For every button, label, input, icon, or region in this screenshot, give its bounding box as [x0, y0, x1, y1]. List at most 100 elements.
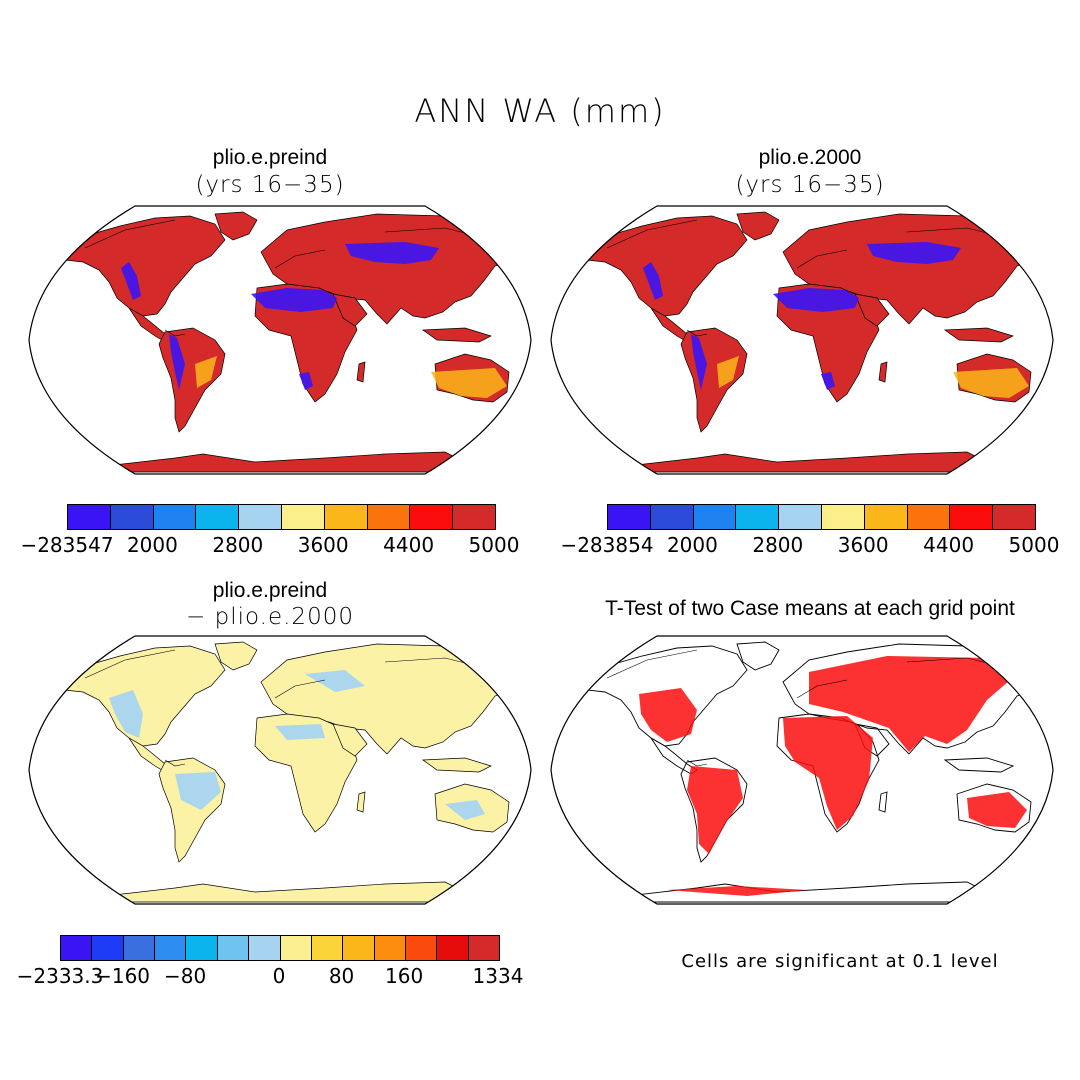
coastline: [274, 679, 326, 699]
continent-greenland: [214, 211, 258, 241]
low-value-region: [169, 334, 185, 390]
low-value-region: [299, 372, 313, 390]
colorbar-tick-label: −283547: [20, 533, 114, 557]
continent-antarctica: [626, 881, 988, 903]
colorbar-tick-label: 5000: [1008, 533, 1060, 557]
map-panel-ttest: [550, 635, 1054, 905]
coastline: [164, 759, 186, 767]
colorbar-tick-label: 1334: [472, 964, 524, 988]
continent-greenland: [736, 211, 780, 241]
colorbar-tick-label: −80: [164, 964, 207, 988]
significant-cells: [667, 886, 807, 896]
continent-samerica: [680, 327, 748, 433]
map-content: [576, 211, 1044, 473]
coastline: [686, 329, 708, 337]
colorbar-tick-label: 160: [385, 964, 424, 988]
coastline: [84, 219, 176, 249]
coastline: [606, 219, 698, 249]
significant-cells: [967, 792, 1027, 828]
mid-value-region: [195, 356, 217, 388]
colorbar-tick-label: −283854: [560, 533, 654, 557]
continent-africa: [776, 283, 880, 403]
low-value-region: [773, 288, 859, 312]
colorbar-2000: [607, 504, 1036, 530]
colorbar-tick-label: 3600: [297, 533, 349, 557]
panel2-subtitle: (yrs 16−35): [735, 172, 885, 198]
low-value-region: [867, 242, 961, 264]
significant-cells: [783, 716, 873, 830]
mid-value-region: [717, 356, 739, 388]
colorbar-tick-label: 0: [272, 964, 286, 988]
negative-diff-region: [445, 800, 485, 820]
map-border: [550, 635, 1054, 905]
colorbar-tick-label: 80: [328, 964, 355, 988]
colorbar-tick-label: 2800: [752, 533, 804, 557]
colorbar-swatch: [311, 936, 344, 960]
colorbar-preind-labels: −283547 2000 2800 3600 4400 5000: [20, 533, 519, 559]
colorbar-swatch: [186, 936, 218, 960]
coastline: [796, 679, 848, 699]
colorbar-tick-label: 4400: [923, 533, 975, 557]
colorbar-swatch: [650, 505, 694, 529]
mid-value-region: [431, 368, 507, 398]
colorbar-swatch: [367, 505, 411, 529]
colorbar-tick-label: 4400: [383, 533, 435, 557]
colorbar-swatch: [437, 936, 469, 960]
colorbar-difference: [60, 935, 500, 961]
colorbar-difference-labels: −2333.3 −160 −80 0 80 160 1334: [17, 964, 524, 990]
colorbar-swatch: [405, 936, 438, 960]
continent-namerica: [54, 215, 226, 317]
colorbar-swatch: [374, 936, 406, 960]
colorbar-swatch: [110, 505, 154, 529]
continent-samerica: [680, 757, 748, 863]
colorbar-tick-label: 2000: [126, 533, 178, 557]
mid-value-region: [953, 368, 1029, 398]
continent-madagascar: [878, 361, 888, 383]
panel1-subtitle: (yrs 16−35): [195, 172, 345, 198]
panel1-title: plio.e.preind: [212, 146, 328, 169]
map-panel-difference: [28, 635, 532, 905]
coastline: [606, 649, 698, 679]
panel4-title: T-Test of two Case means at each grid po…: [605, 597, 1015, 620]
map-content: [576, 641, 1044, 903]
colorbar-swatch: [608, 505, 651, 529]
coastline: [164, 329, 186, 337]
map-content: [54, 641, 522, 903]
negative-diff-region: [305, 670, 365, 692]
coastline: [84, 649, 176, 679]
coastline: [796, 249, 848, 269]
colorbar-swatch: [821, 505, 865, 529]
low-value-region: [821, 372, 835, 390]
continent-antarctica: [104, 451, 466, 473]
colorbar-swatch: [281, 505, 325, 529]
continent-arabia: [332, 723, 368, 757]
colorbar-swatch: [153, 505, 197, 529]
colorbar-swatch: [68, 505, 111, 529]
continent-madagascar: [356, 791, 366, 813]
colorbar-swatch: [736, 505, 780, 529]
colorbar-swatch: [410, 505, 454, 529]
colorbar-swatch: [196, 505, 240, 529]
coastline: [686, 759, 708, 767]
colorbar-swatch: [239, 505, 282, 529]
continent-indonesia: [943, 757, 1015, 773]
negative-diff-region: [275, 724, 325, 740]
panel3-title: plio.e.preind: [212, 579, 328, 602]
colorbar-tick-label: 2000: [666, 533, 718, 557]
map-panel-2000: [550, 205, 1054, 475]
continent-australia: [956, 783, 1032, 833]
colorbar-swatch: [453, 505, 495, 529]
map-panel-preind: [28, 205, 532, 475]
continent-africa: [254, 713, 358, 833]
colorbar-tick-label: 3600: [837, 533, 889, 557]
significant-cells: [639, 688, 697, 742]
colorbar-swatch: [864, 505, 908, 529]
continent-greenland: [214, 641, 258, 671]
continent-africa: [254, 283, 358, 403]
continent-arabia: [332, 293, 368, 327]
colorbar-swatch: [155, 936, 187, 960]
colorbar-tick-label: −2333.3: [16, 964, 104, 988]
colorbar-2000-labels: −283854 2000 2800 3600 4400 5000: [560, 533, 1059, 559]
map-border: [550, 205, 1054, 475]
panel3-subtitle: − plio.e.2000: [186, 604, 354, 630]
